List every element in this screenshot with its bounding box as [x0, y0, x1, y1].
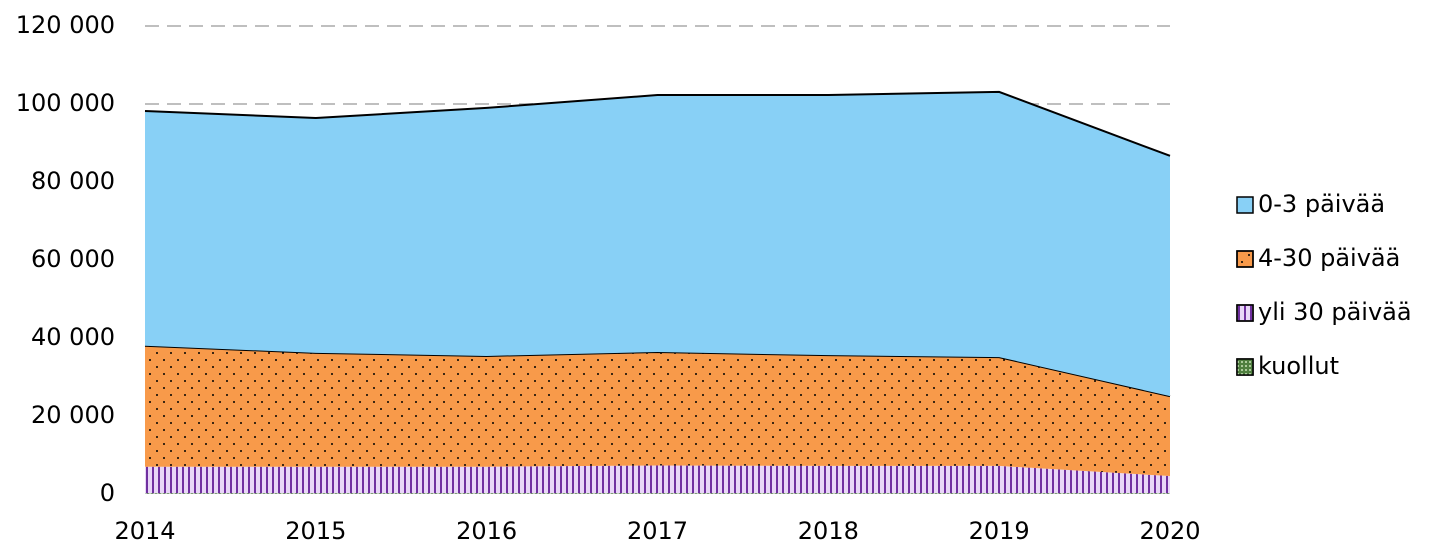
- x-tick-label: 2020: [1139, 517, 1200, 545]
- y-tick-label: 20 000: [31, 401, 115, 429]
- x-tick-label: 2015: [285, 517, 346, 545]
- area-edge: [144, 90, 1171, 157]
- legend-label: 4-30 päivää: [1258, 244, 1400, 272]
- legend-label: yli 30 päivää: [1258, 298, 1412, 326]
- legend-swatch-pattern: [1236, 358, 1254, 376]
- area-pattern: [145, 465, 1170, 494]
- x-tick-label: 2016: [456, 517, 517, 545]
- y-tick-label: 100 000: [16, 89, 115, 117]
- y-tick-label: 120 000: [16, 11, 115, 39]
- legend-label: kuollut: [1258, 352, 1339, 380]
- legend-swatch-pattern: [1236, 304, 1254, 322]
- legend-swatch-pattern: [1236, 250, 1254, 268]
- legend-swatch: [1236, 196, 1254, 214]
- x-tick-label: 2017: [627, 517, 688, 545]
- area-pattern: [145, 493, 1170, 494]
- y-tick-label: 60 000: [31, 245, 115, 273]
- area: [145, 91, 1170, 397]
- y-tick-label: 0: [100, 479, 115, 507]
- x-tick-label: 2014: [114, 517, 175, 545]
- area-pattern: [145, 345, 1170, 477]
- x-tick-label: 2018: [798, 517, 859, 545]
- y-tick-label: 40 000: [31, 323, 115, 351]
- legend-label: 0-3 päivää: [1258, 190, 1385, 218]
- x-tick-label: 2019: [969, 517, 1030, 545]
- y-tick-label: 80 000: [31, 167, 115, 195]
